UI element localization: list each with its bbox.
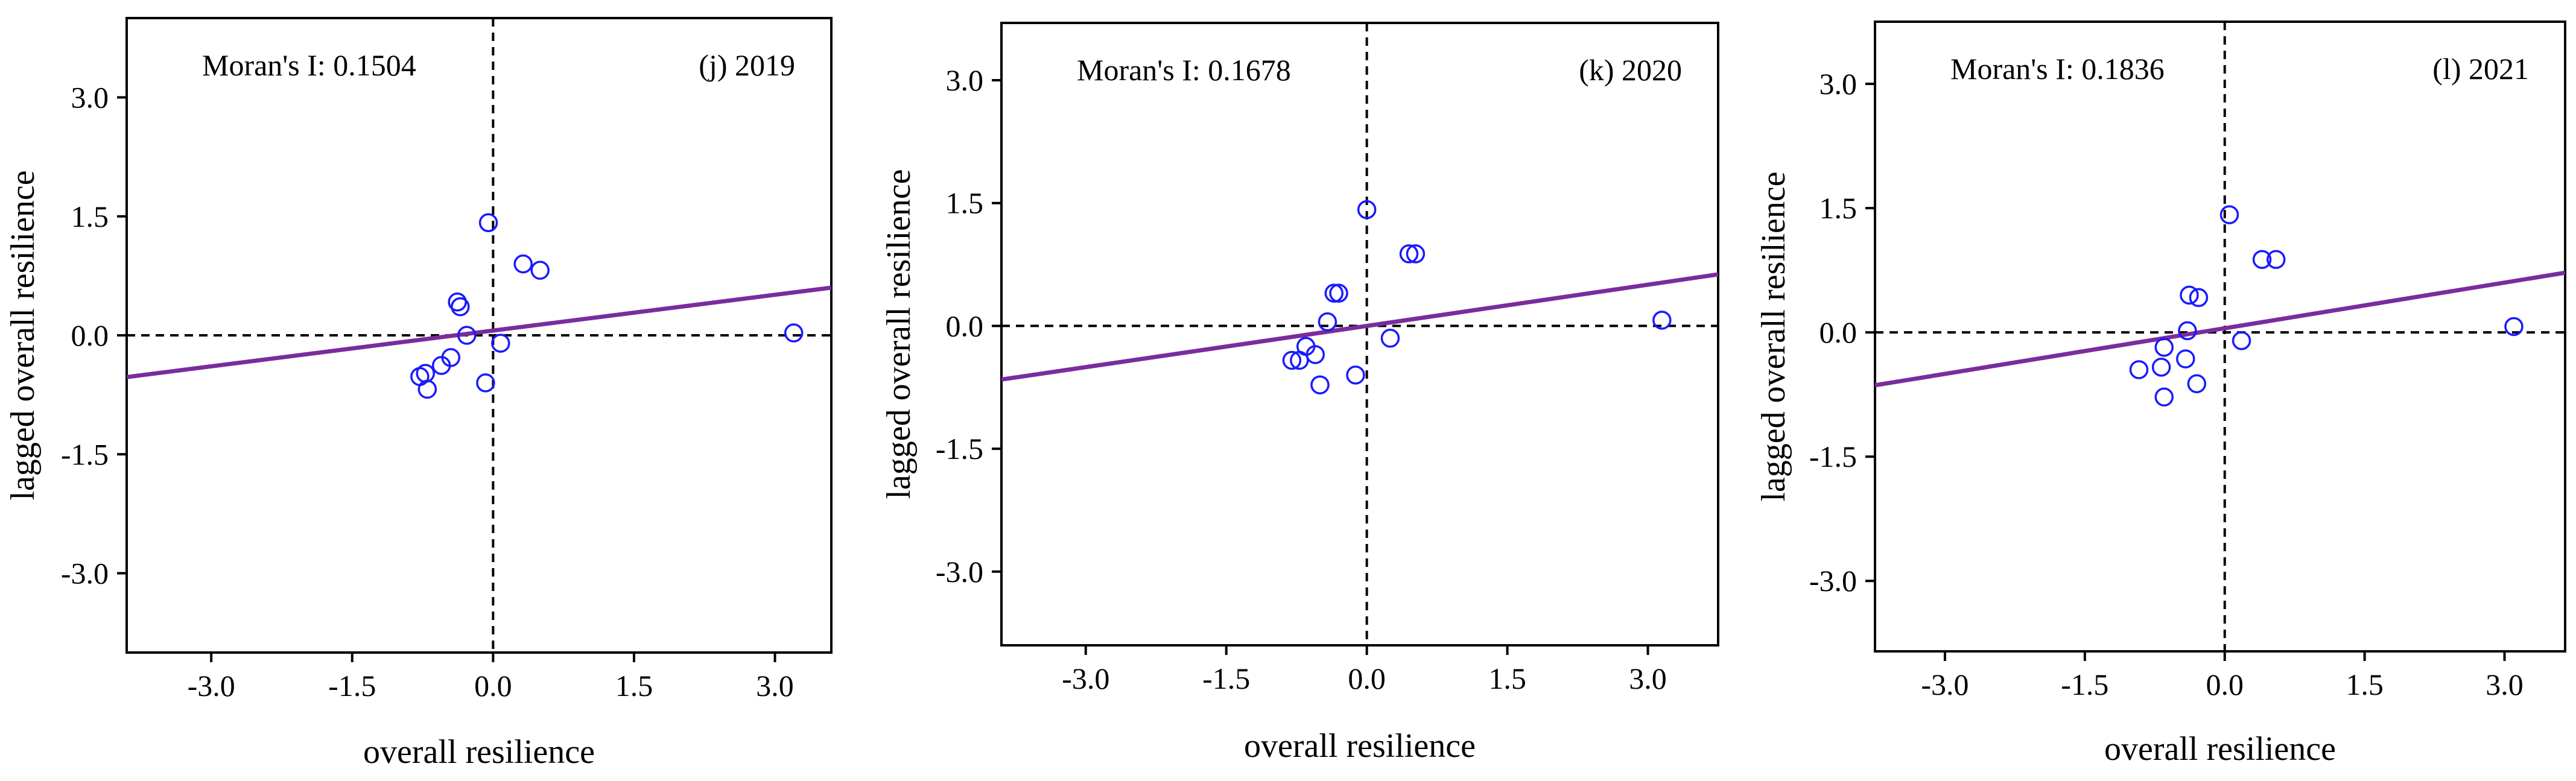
regression-line <box>1875 270 2565 388</box>
data-point-10 <box>1282 350 1302 370</box>
data-point-4 <box>2180 285 2199 305</box>
plot-area <box>1875 22 2565 651</box>
data-point-1 <box>1357 200 1377 220</box>
y-axis-label: lagged overall resilience <box>880 169 918 499</box>
moran-index-label: Moran's I: 0.1678 <box>1077 53 1291 87</box>
x-tick-label: 3.0 <box>2486 668 2524 701</box>
data-point-12 <box>1346 365 1365 385</box>
y-tick-label: 3.0 <box>71 81 109 115</box>
x-tick-label: -3.0 <box>1921 668 1968 701</box>
data-point-11 <box>410 367 430 387</box>
data-point-14 <box>2504 317 2524 337</box>
regression-line <box>1001 272 1718 382</box>
x-tick-label: -3.0 <box>188 669 235 703</box>
panel-3: -3.0 -1.5 0.0 1.5 3.0 -3.0 -1.5 0.0 1.5 3.0 overal… <box>1755 21 2566 768</box>
y-tick-label: -1.5 <box>936 432 983 466</box>
data-point-13 <box>1310 375 1330 394</box>
data-point-3 <box>530 261 550 280</box>
y-tick-label: -3.0 <box>61 557 109 590</box>
regression-line <box>127 285 831 379</box>
data-point-3 <box>1406 244 1426 264</box>
data-point-9 <box>431 356 451 375</box>
x-tick-label: -3.0 <box>1062 662 1109 695</box>
data-point-12 <box>417 379 437 399</box>
x-tick-label: 0.0 <box>474 669 512 703</box>
data-point-2 <box>513 254 533 274</box>
y-tick-label: 1.5 <box>1819 191 1857 225</box>
data-point-1 <box>478 213 498 233</box>
x-tick-label: -1.5 <box>328 669 376 703</box>
x-tick-label: 3.0 <box>756 669 794 703</box>
panel-2: -3.0 -1.5 0.0 1.5 3.0 -3.0 -1.5 0.0 1.5 3.0 overal… <box>880 22 1719 765</box>
y-tick-label: 0.0 <box>1819 315 1857 349</box>
x-tick-label: 0.0 <box>1348 662 1386 695</box>
data-point-13 <box>2154 387 2174 407</box>
y-axis-label: lagged overall resilience <box>1755 171 1792 501</box>
y-tick-label: 1.5 <box>946 186 984 220</box>
y-axis-label: lagged overall resilience <box>4 170 42 500</box>
panel-1: -3.0 -1.5 0.0 1.5 3.0 -3.0 -1.5 0.0 1.5 3.0 overal… <box>4 17 833 771</box>
data-point-11 <box>1290 350 1309 370</box>
data-point-7 <box>2232 331 2251 350</box>
data-point-6 <box>457 326 477 345</box>
x-axis-label: overall resilience <box>1244 727 1476 765</box>
y-tick-label: 1.5 <box>71 200 109 233</box>
plot-area <box>127 18 831 653</box>
x-tick-label: 3.0 <box>1629 662 1667 695</box>
data-point-3 <box>2267 250 2286 269</box>
x-tick-label: -1.5 <box>2061 668 2108 701</box>
x-axis-label: overall resilience <box>363 733 595 771</box>
x-tick-label: 1.5 <box>2346 668 2384 701</box>
data-point-14 <box>784 323 804 343</box>
data-point-12 <box>2187 374 2207 394</box>
y-tick-label: 0.0 <box>71 318 109 352</box>
data-point-4 <box>1324 283 1344 303</box>
data-point-6 <box>2178 321 2197 341</box>
x-tick-label: -1.5 <box>1202 662 1250 695</box>
data-point-7 <box>491 334 510 353</box>
data-point-13 <box>476 373 495 393</box>
plot-area <box>1001 23 1718 645</box>
y-tick-label: -1.5 <box>61 437 109 471</box>
x-axis-label: overall resilience <box>2104 730 2336 768</box>
data-point-8 <box>2154 338 2174 357</box>
data-point-5 <box>451 297 470 317</box>
y-tick-label: 3.0 <box>946 63 984 97</box>
panel-title: (l) 2021 <box>2432 52 2529 86</box>
y-tick-label: -3.0 <box>936 555 983 589</box>
data-point-10 <box>2151 358 2171 377</box>
moran-index-label: Moran's I: 0.1504 <box>202 48 416 82</box>
data-point-14 <box>1652 311 1672 330</box>
panel-title: (k) 2020 <box>1579 53 1682 87</box>
y-tick-label: -3.0 <box>1809 564 1857 598</box>
plot-frame <box>1000 22 1719 647</box>
data-point-5 <box>1329 283 1348 303</box>
data-point-11 <box>2129 360 2149 379</box>
data-point-4 <box>448 292 467 312</box>
y-tick-label: 3.0 <box>1819 67 1857 101</box>
x-tick-label: 1.5 <box>615 669 653 703</box>
x-tick-label: 1.5 <box>1488 662 1526 695</box>
data-point-7 <box>1380 329 1400 348</box>
data-point-1 <box>2219 205 2239 224</box>
moran-index-label: Moran's I: 0.1836 <box>1950 52 2165 86</box>
plot-frame <box>1874 21 2566 653</box>
data-point-6 <box>1318 312 1337 332</box>
y-tick-label: 0.0 <box>946 309 984 343</box>
data-point-2 <box>2252 250 2272 269</box>
data-point-9 <box>2176 349 2195 368</box>
y-tick-label: -1.5 <box>1809 440 1857 473</box>
panel-title: (j) 2019 <box>699 48 795 82</box>
data-point-5 <box>2189 288 2209 308</box>
x-tick-label: 0.0 <box>2206 668 2244 701</box>
data-point-2 <box>1399 244 1419 264</box>
